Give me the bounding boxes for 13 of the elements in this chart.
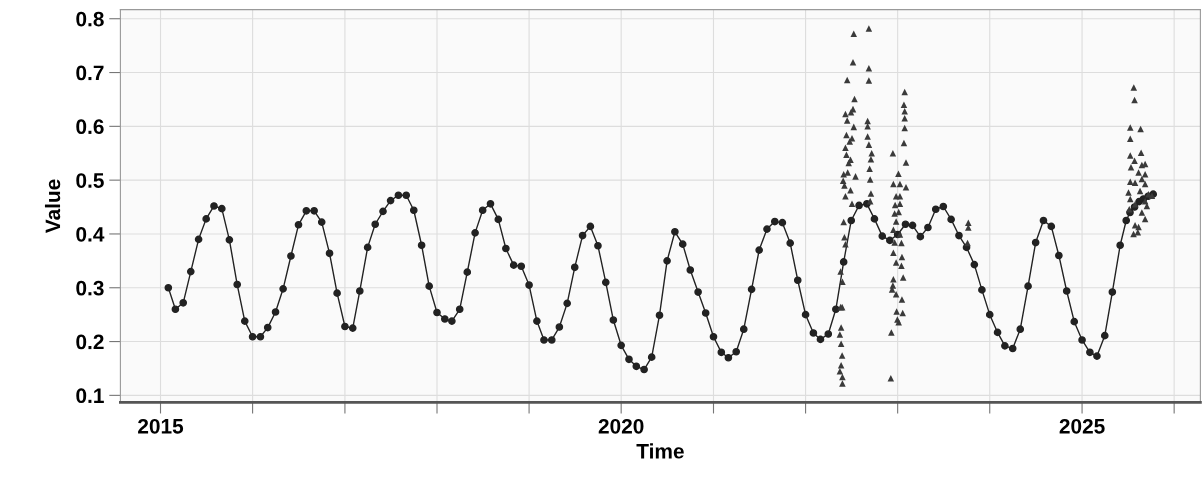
x-tick-label: 2015	[138, 418, 184, 434]
y-tick-label: 0.2	[76, 334, 104, 350]
y-tick-label: 0.8	[76, 11, 104, 27]
x-tick-label: 2025	[1059, 418, 1105, 434]
x-axis-title: Time	[636, 443, 684, 459]
y-tick-label: 0.4	[76, 226, 105, 242]
y-axis-title: Value	[44, 179, 61, 234]
x-tick-label: 2020	[598, 418, 644, 434]
y-tick-label: 0.3	[76, 280, 104, 296]
y-tick-label: 0.1	[76, 388, 104, 404]
y-tick-label: 0.5	[76, 173, 104, 188]
y-tick-label: 0.6	[76, 119, 104, 135]
y-tick-label: 0.7	[76, 65, 104, 81]
